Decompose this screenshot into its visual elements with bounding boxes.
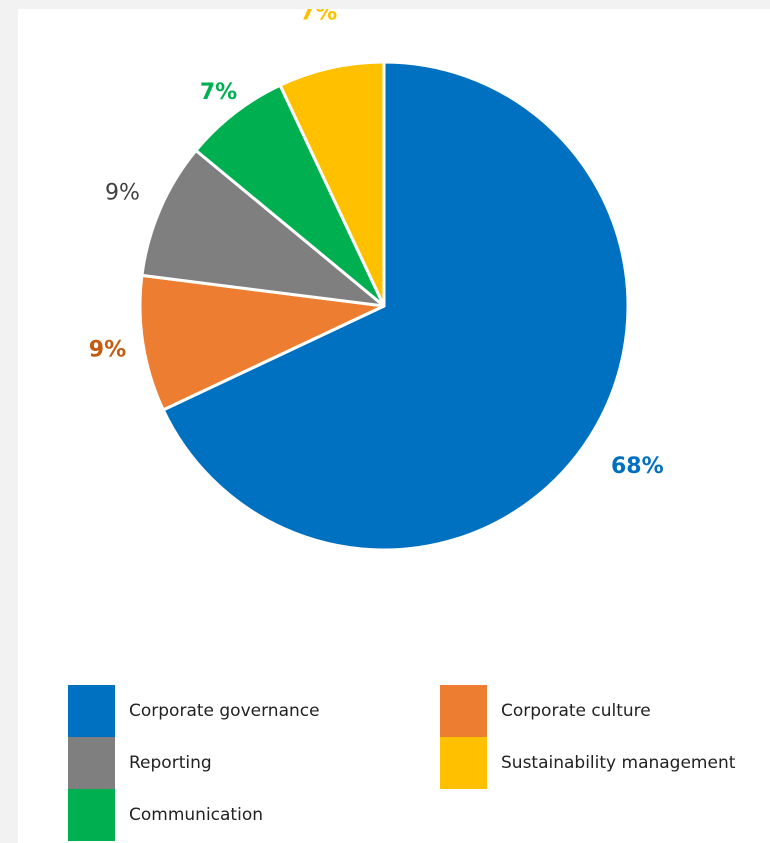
data-label-sustainability-management: 7% <box>300 9 337 26</box>
legend-label: Reporting <box>129 753 212 773</box>
legend-label: Sustainability management <box>501 753 736 773</box>
pie-slice-reporting <box>140 148 386 308</box>
data-label-reporting: 9% <box>105 180 140 205</box>
legend-swatch <box>68 789 115 841</box>
pie-slice-communication <box>194 83 386 308</box>
pie-slice-corporate-governance <box>161 60 630 552</box>
legend-label: Communication <box>129 805 263 825</box>
legend: Corporate governance Corporate culture R… <box>68 685 768 841</box>
pie-slices <box>138 60 630 552</box>
data-label-corporate-governance: 68% <box>611 454 664 479</box>
legend-swatch <box>68 685 115 737</box>
data-label-corporate-culture: 9% <box>89 337 126 362</box>
chart-canvas: 68% 9% 9% 7% 7% Corporate governance Corpora… <box>18 9 770 843</box>
legend-item-corporate-governance: Corporate governance <box>68 685 320 737</box>
legend-swatch <box>440 737 487 789</box>
pie-chart: 68% 9% 9% 7% 7% <box>89 9 664 552</box>
legend-swatch <box>68 737 115 789</box>
pie-slice-sustainability-management <box>278 60 386 308</box>
legend-item-reporting: Reporting <box>68 737 212 789</box>
legend-swatch <box>440 685 487 737</box>
pie-labels: 68% 9% 9% 7% 7% <box>89 9 664 479</box>
legend-label: Corporate governance <box>129 701 320 721</box>
legend-item-communication: Communication <box>68 789 263 841</box>
data-label-communication: 7% <box>200 80 237 105</box>
pie-slice-corporate-culture <box>138 273 386 412</box>
legend-label: Corporate culture <box>501 701 651 721</box>
legend-item-corporate-culture: Corporate culture <box>440 685 651 737</box>
legend-item-sustainability-management: Sustainability management <box>440 737 735 789</box>
